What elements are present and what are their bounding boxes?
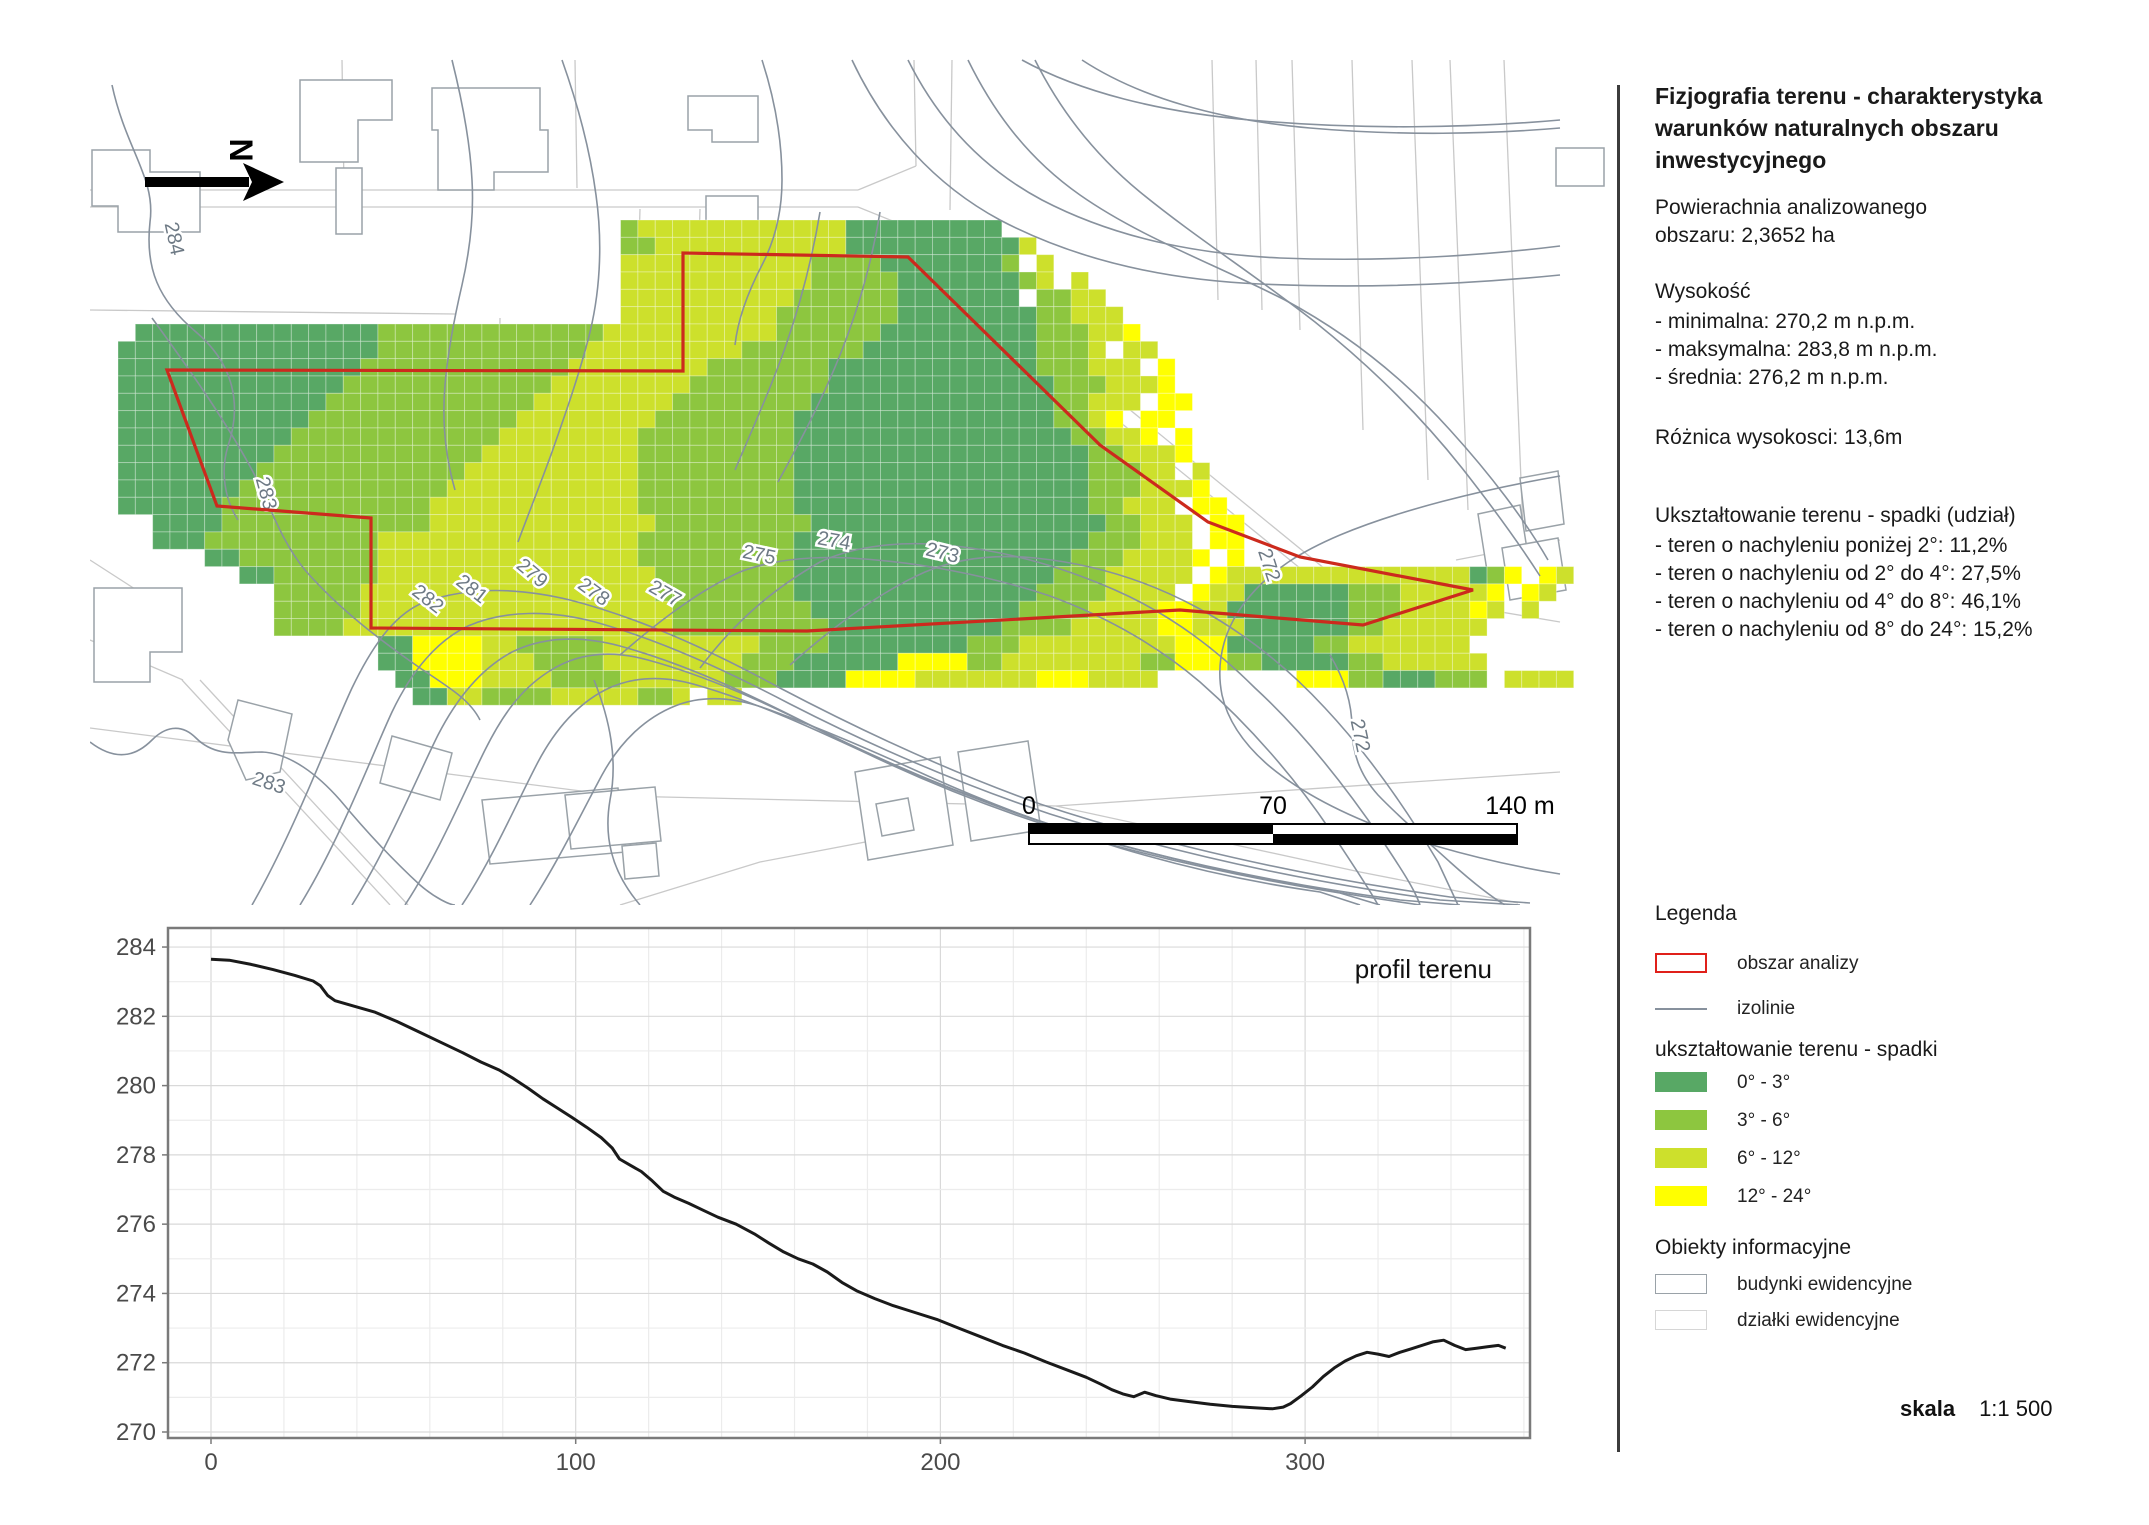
slope-class-label: 0° - 3°: [1737, 1072, 1791, 1093]
terrain-profile-chart: 270 272 274 276 278 280 282 284 0 100 200 300 profi…: [116, 926, 1532, 1476]
height-item: - średnia: 276,2 m n.p.m.: [1655, 366, 1889, 389]
area-text: Powierachnia analizowanego obszaru: 2,36…: [1655, 196, 1928, 247]
slopes-heading: Ukształtowanie terenu - spadki (udział): [1655, 504, 2016, 527]
x-axis-tick-label: 300: [1285, 1449, 1325, 1476]
scalebar-start: 0: [1022, 792, 1036, 820]
parcels-swatch: [1655, 1310, 1707, 1330]
height-items: - minimalna: 270,2 m n.p.m. - maksymalna:…: [1655, 308, 2075, 392]
analysis-area-swatch: [1655, 953, 1707, 973]
slope-class-swatch: [1655, 1186, 1707, 1206]
x-axis-tick-label: 100: [556, 1449, 596, 1476]
terrain-profile-line: [210, 957, 1507, 1411]
y-axis-tick-label: 270: [116, 1419, 156, 1446]
scale-value: 1:1 500: [1979, 1396, 2053, 1421]
north-label: N: [223, 138, 259, 161]
chart-tick-labels: 270 272 274 276 278 280 282 284 0 100 200 300: [116, 934, 1325, 1476]
chart-plot-border: [166, 926, 1532, 1440]
scalebar-mid: 70: [1259, 792, 1287, 820]
chart-title: profil terenu: [1355, 954, 1492, 984]
y-axis-tick-label: 284: [116, 934, 156, 961]
height-item: - minimalna: 270,2 m n.p.m.: [1655, 310, 1916, 333]
legend-item-label: obszar analizy: [1737, 953, 1859, 974]
contour-elevation-label: 272: [1346, 717, 1374, 754]
buildings-swatch: [1655, 1274, 1707, 1294]
slope-share-item: - teren o nachyleniu od 8° do 24°: 15,2%: [1655, 618, 2033, 641]
slope-share-item: - teren o nachyleniu od 4° do 8°: 46,1%: [1655, 590, 2021, 613]
scale-label: skala: [1900, 1396, 1956, 1421]
legend-objects-heading: Obiekty informacyjne: [1655, 1236, 1852, 1259]
slopes-items: - teren o nachyleniu poniżej 2°: 11,2% - …: [1655, 532, 2075, 644]
x-axis-tick-label: 0: [204, 1449, 217, 1476]
legend-slopes-heading: ukształtowanie terenu - spadki: [1655, 1038, 1938, 1061]
x-axis-tick-label: 200: [920, 1449, 960, 1476]
legend-item-label: działki ewidencyjne: [1737, 1310, 1900, 1331]
north-arrow: N: [145, 138, 284, 201]
height-diff-text: Różnica wysokosci: 13,6m: [1655, 426, 1903, 449]
slope-class-label: 6° - 12°: [1737, 1148, 1801, 1169]
slope-class-label: 12° - 24°: [1737, 1186, 1812, 1207]
y-axis-tick-label: 274: [116, 1280, 156, 1307]
scale-bar: 0 70 140 m: [1022, 792, 1555, 845]
slope-raster-layer: [117, 219, 1575, 706]
isoline-swatch: [1655, 1008, 1707, 1010]
scalebar-end: 140 m: [1485, 792, 1554, 820]
slope-class-label: 3° - 6°: [1737, 1110, 1791, 1131]
y-axis-tick-label: 280: [116, 1073, 156, 1100]
page-title: Fizjografia terenu - charakterystyka war…: [1655, 83, 2043, 173]
height-item: - maksymalna: 283,8 m n.p.m.: [1655, 338, 1938, 361]
slope-share-item: - teren o nachyleniu poniżej 2°: 11,2%: [1655, 534, 2008, 557]
legend-item-label: budynki ewidencyjne: [1737, 1274, 1913, 1295]
y-axis-tick-label: 272: [116, 1350, 156, 1377]
y-axis-tick-label: 282: [116, 1003, 156, 1030]
legend-item-label: izolinie: [1737, 998, 1796, 1019]
slope-share-item: - teren o nachyleniu od 2° do 4°: 27,5%: [1655, 562, 2021, 585]
slope-class-swatch: [1655, 1148, 1707, 1168]
slope-class-swatch: [1655, 1072, 1707, 1092]
map-scale-note: skala 1:1 500: [1900, 1396, 2052, 1422]
y-axis-tick-label: 278: [116, 1142, 156, 1169]
y-axis-tick-label: 276: [116, 1211, 156, 1238]
analysis-area-boundary: [164, 251, 1474, 633]
slope-class-swatch: [1655, 1110, 1707, 1130]
panel-divider: [1617, 85, 1620, 1452]
legend-heading: Legenda: [1655, 902, 1737, 925]
contour-elevation-label: 283: [250, 768, 289, 799]
chart-gridlines: [168, 928, 1530, 1438]
height-heading: Wysokość: [1655, 280, 1751, 303]
